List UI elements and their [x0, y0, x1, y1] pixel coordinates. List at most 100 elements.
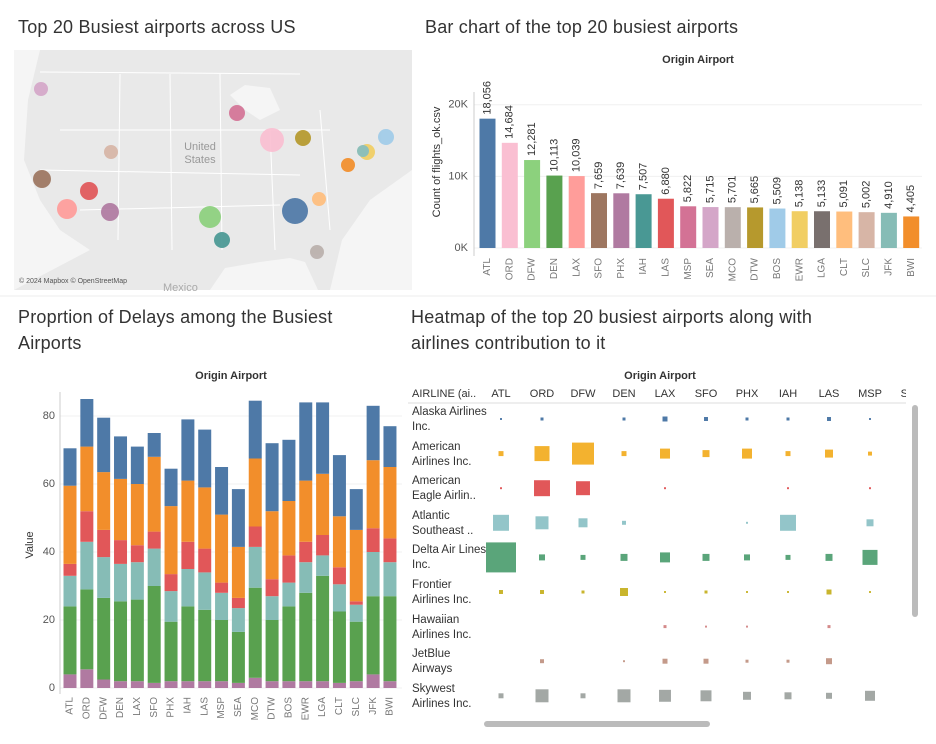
- bar-segment: [265, 443, 279, 512]
- map-attribution: © 2024 Mapbox © OpenStreetMap: [19, 278, 127, 285]
- bar-segment: [332, 455, 346, 517]
- heat-square: [622, 417, 626, 421]
- bar-segment: [97, 557, 111, 598]
- heat-square: [620, 588, 628, 596]
- bar-segment: [299, 480, 313, 542]
- bar-segment: [80, 669, 94, 688]
- bar: [546, 175, 563, 248]
- heat-square: [784, 692, 792, 700]
- marker: [357, 145, 369, 157]
- bar-segment: [130, 562, 144, 600]
- x-tick-label: EWR: [794, 258, 805, 281]
- bar-segment: [383, 426, 397, 467]
- bar-segment: [332, 611, 346, 683]
- marker: [282, 198, 308, 224]
- bar: [680, 206, 697, 248]
- heat-square: [826, 692, 832, 699]
- x-tick-label: DFW: [527, 257, 538, 280]
- bar-segment: [147, 586, 161, 683]
- heat-square: [498, 693, 504, 699]
- value-label: 5,138: [794, 180, 806, 208]
- heat-square: [746, 591, 748, 593]
- heat-square: [535, 516, 549, 530]
- bar-segment: [231, 608, 245, 632]
- value-label: 5,509: [771, 177, 783, 205]
- column-label: PHX: [736, 388, 759, 400]
- heat-square: [780, 514, 796, 531]
- bar-segment: [198, 681, 212, 688]
- heat-square: [703, 658, 709, 664]
- column-label: SE..: [901, 388, 922, 400]
- map: [14, 50, 412, 290]
- row-label: JetBlue Airways: [412, 648, 453, 676]
- bar-segment: [164, 506, 178, 575]
- heat-square: [534, 446, 550, 462]
- x-tick-label: CLT: [839, 258, 850, 276]
- h-scrollbar[interactable]: [484, 721, 710, 727]
- bar-segment: [215, 681, 229, 688]
- heat-square: [862, 549, 878, 565]
- value-label: 5,002: [861, 181, 873, 209]
- bar-segment: [147, 548, 161, 586]
- heat-square: [498, 451, 504, 457]
- bar-segment: [248, 400, 262, 459]
- x-tick-label: SEA: [705, 258, 716, 278]
- row-header: AIRLINE (ai..: [412, 388, 476, 400]
- v-scrollbar[interactable]: [912, 405, 918, 617]
- heatmap-grid: ATL ORD DFW DEN LAX SFO PHX IAH LAS MSP SE..: [486, 388, 922, 703]
- bar-segment: [164, 574, 178, 592]
- heat-square: [493, 514, 509, 531]
- x-tick-label: BWI: [385, 697, 396, 716]
- x-tick-label: MCO: [727, 258, 738, 282]
- bar-segment: [147, 682, 161, 688]
- x-tick-label: BWI: [906, 258, 917, 277]
- bar-segment: [316, 555, 330, 576]
- heat-square: [743, 691, 751, 700]
- bar-segment: [248, 458, 262, 527]
- bar-segment: [181, 480, 195, 542]
- bar-segment: [299, 402, 313, 481]
- column-label: ATL: [491, 388, 510, 400]
- bar-segment: [383, 562, 397, 597]
- heat-square: [869, 418, 871, 420]
- bar-segment: [332, 516, 346, 568]
- bar-segment: [114, 563, 128, 602]
- bar-segment: [383, 467, 397, 539]
- bar-segment: [130, 446, 144, 484]
- heat-square: [742, 448, 752, 459]
- x-tick-label: SLC: [861, 258, 872, 277]
- heat-square: [663, 625, 667, 629]
- heat-square: [662, 658, 668, 664]
- y-tick-label: 20K: [448, 99, 468, 111]
- heat-square: [620, 553, 628, 561]
- heat-square: [500, 418, 502, 420]
- heat-square: [910, 625, 913, 628]
- x-tick-label: PHX: [616, 258, 627, 279]
- heat-square: [662, 416, 668, 422]
- bar-segment: [147, 433, 161, 457]
- x-tick-label: SEA: [233, 697, 244, 717]
- bar: [858, 212, 875, 248]
- x-tick-label: ORD: [504, 258, 515, 280]
- ocean: [14, 50, 90, 290]
- bar-segment: [97, 679, 111, 688]
- heat-square: [865, 690, 875, 701]
- x-tick-label: BOS: [284, 697, 295, 718]
- x-tick-label: CLT: [334, 697, 345, 715]
- heat-square: [660, 448, 670, 459]
- heat-square: [704, 417, 708, 421]
- heat-square: [580, 693, 586, 699]
- gulf: [210, 258, 318, 290]
- bar-segment: [316, 575, 330, 682]
- bar-segment: [265, 579, 279, 597]
- bar-segment: [164, 621, 178, 682]
- bar-segment: [349, 621, 363, 682]
- value-label: 4,405: [905, 185, 917, 213]
- bar-segment: [80, 446, 94, 512]
- marker: [341, 158, 355, 172]
- value-label: 5,701: [727, 176, 739, 204]
- heat-square: [746, 625, 748, 628]
- heat-square: [623, 660, 625, 663]
- heat-square: [745, 417, 749, 421]
